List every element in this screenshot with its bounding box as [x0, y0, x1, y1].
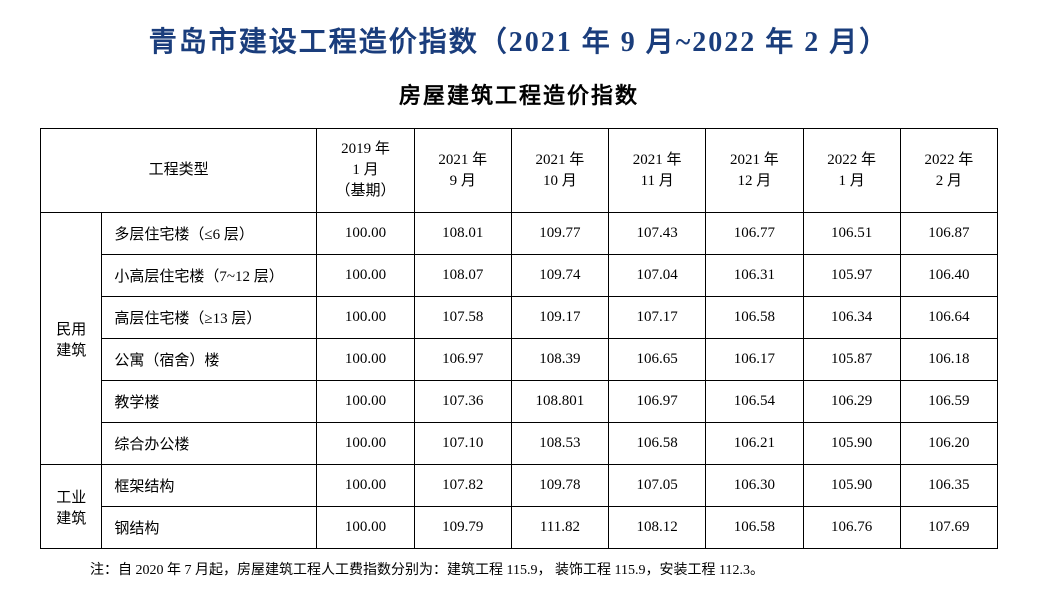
data-cell: 106.20	[900, 423, 997, 465]
data-cell: 107.17	[609, 297, 706, 339]
data-cell: 106.58	[609, 423, 706, 465]
type-cell: 综合办公楼	[102, 423, 317, 465]
table-row: 高层住宅楼（≥13 层） 100.00 107.58 109.17 107.17…	[41, 297, 998, 339]
data-cell: 108.12	[609, 507, 706, 549]
table-row: 钢结构 100.00 109.79 111.82 108.12 106.58 1…	[41, 507, 998, 549]
data-cell: 106.59	[900, 381, 997, 423]
data-cell: 106.58	[706, 507, 803, 549]
data-cell: 107.36	[414, 381, 511, 423]
data-cell: 109.79	[414, 507, 511, 549]
data-cell: 107.69	[900, 507, 997, 549]
data-cell: 107.43	[609, 213, 706, 255]
data-cell: 106.35	[900, 465, 997, 507]
data-cell: 100.00	[317, 507, 414, 549]
data-cell: 106.54	[706, 381, 803, 423]
data-cell: 108.07	[414, 255, 511, 297]
category-cell-0: 民用 建筑	[41, 213, 102, 465]
data-cell: 106.58	[706, 297, 803, 339]
data-cell: 106.17	[706, 339, 803, 381]
data-cell: 106.18	[900, 339, 997, 381]
data-cell: 100.00	[317, 297, 414, 339]
data-cell: 105.90	[803, 465, 900, 507]
data-cell: 100.00	[317, 255, 414, 297]
data-cell: 106.31	[706, 255, 803, 297]
data-cell: 105.87	[803, 339, 900, 381]
main-title: 青岛市建设工程造价指数（2021 年 9 月~2022 年 2 月）	[40, 20, 998, 60]
header-project-type: 工程类型	[41, 129, 317, 213]
data-cell: 106.51	[803, 213, 900, 255]
type-cell: 多层住宅楼（≤6 层）	[102, 213, 317, 255]
data-cell: 106.40	[900, 255, 997, 297]
data-cell: 107.04	[609, 255, 706, 297]
table-body: 民用 建筑 多层住宅楼（≤6 层） 100.00 108.01 109.77 1…	[41, 213, 998, 549]
table-row: 民用 建筑 多层住宅楼（≤6 层） 100.00 108.01 109.77 1…	[41, 213, 998, 255]
data-cell: 109.17	[511, 297, 608, 339]
price-index-table: 工程类型 2019 年 1 月 （基期） 2021 年 9 月 2021 年 1…	[40, 128, 998, 549]
table-row: 公寓（宿舍）楼 100.00 106.97 108.39 106.65 106.…	[41, 339, 998, 381]
data-cell: 107.58	[414, 297, 511, 339]
table-row: 综合办公楼 100.00 107.10 108.53 106.58 106.21…	[41, 423, 998, 465]
type-cell: 教学楼	[102, 381, 317, 423]
data-cell: 106.76	[803, 507, 900, 549]
data-cell: 106.30	[706, 465, 803, 507]
table-header-row: 工程类型 2019 年 1 月 （基期） 2021 年 9 月 2021 年 1…	[41, 129, 998, 213]
data-cell: 106.97	[609, 381, 706, 423]
data-cell: 109.74	[511, 255, 608, 297]
data-cell: 111.82	[511, 507, 608, 549]
category-cell-1: 工业 建筑	[41, 465, 102, 549]
data-cell: 108.01	[414, 213, 511, 255]
data-cell: 106.29	[803, 381, 900, 423]
data-cell: 107.05	[609, 465, 706, 507]
data-cell: 109.78	[511, 465, 608, 507]
data-cell: 108.53	[511, 423, 608, 465]
sub-title: 房屋建筑工程造价指数	[40, 78, 998, 110]
type-cell: 小高层住宅楼（7~12 层）	[102, 255, 317, 297]
header-period-4: 2021 年 12 月	[706, 129, 803, 213]
data-cell: 108.39	[511, 339, 608, 381]
header-period-0: 2019 年 1 月 （基期）	[317, 129, 414, 213]
type-cell: 公寓（宿舍）楼	[102, 339, 317, 381]
data-cell: 106.34	[803, 297, 900, 339]
header-period-5: 2022 年 1 月	[803, 129, 900, 213]
type-cell: 高层住宅楼（≥13 层）	[102, 297, 317, 339]
data-cell: 106.77	[706, 213, 803, 255]
data-cell: 105.97	[803, 255, 900, 297]
data-cell: 106.21	[706, 423, 803, 465]
data-cell: 106.97	[414, 339, 511, 381]
data-cell: 100.00	[317, 465, 414, 507]
data-cell: 106.65	[609, 339, 706, 381]
data-cell: 109.77	[511, 213, 608, 255]
data-cell: 106.87	[900, 213, 997, 255]
table-row: 小高层住宅楼（7~12 层） 100.00 108.07 109.74 107.…	[41, 255, 998, 297]
table-row: 工业 建筑 框架结构 100.00 107.82 109.78 107.05 1…	[41, 465, 998, 507]
data-cell: 100.00	[317, 339, 414, 381]
type-cell: 框架结构	[102, 465, 317, 507]
footnote: 注：自 2020 年 7 月起，房屋建筑工程人工费指数分别为：建筑工程 115.…	[40, 559, 998, 579]
table-row: 教学楼 100.00 107.36 108.801 106.97 106.54 …	[41, 381, 998, 423]
data-cell: 108.801	[511, 381, 608, 423]
data-cell: 106.64	[900, 297, 997, 339]
header-period-6: 2022 年 2 月	[900, 129, 997, 213]
data-cell: 107.10	[414, 423, 511, 465]
data-cell: 100.00	[317, 423, 414, 465]
data-cell: 100.00	[317, 213, 414, 255]
data-cell: 105.90	[803, 423, 900, 465]
header-period-2: 2021 年 10 月	[511, 129, 608, 213]
data-cell: 100.00	[317, 381, 414, 423]
header-period-1: 2021 年 9 月	[414, 129, 511, 213]
type-cell: 钢结构	[102, 507, 317, 549]
data-cell: 107.82	[414, 465, 511, 507]
header-period-3: 2021 年 11 月	[609, 129, 706, 213]
